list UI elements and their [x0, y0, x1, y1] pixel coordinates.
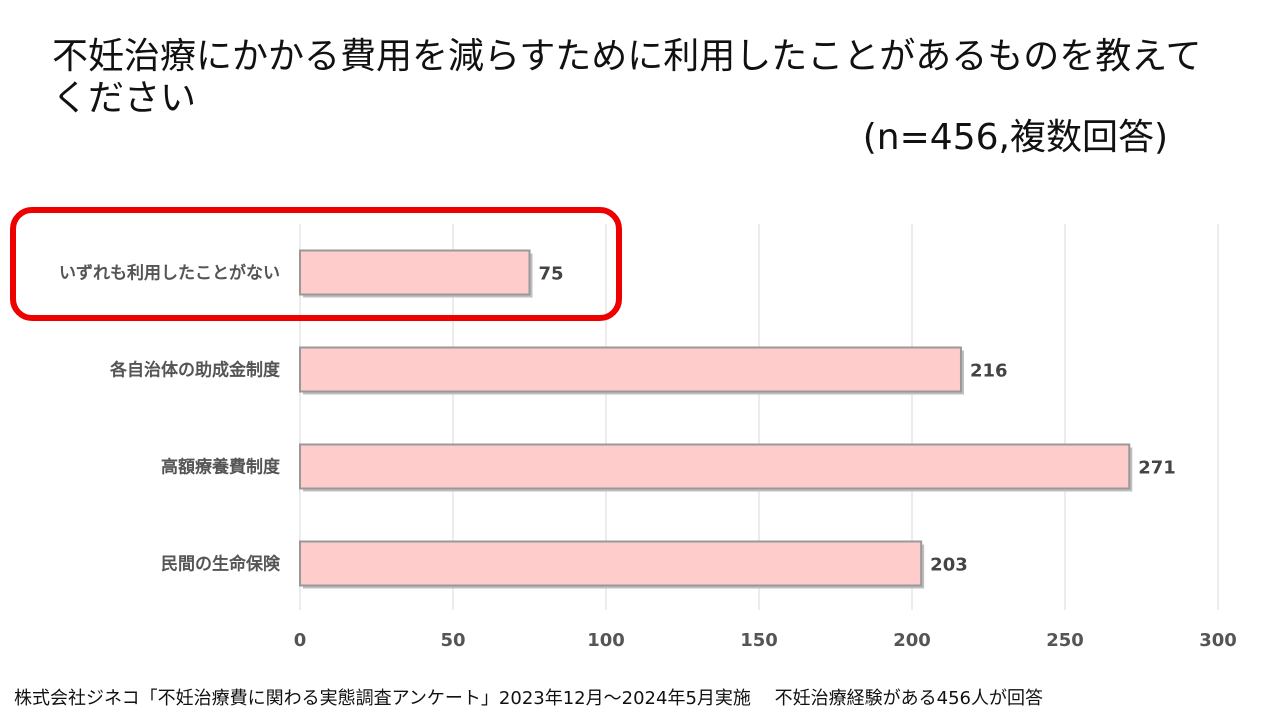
x-tick-label: 150 [740, 630, 778, 651]
bar [299, 346, 962, 393]
x-tick-label: 50 [440, 630, 465, 651]
x-tick-label: 250 [1046, 630, 1084, 651]
category-label: 高額療養費制度 [161, 457, 281, 478]
highlight-box [10, 207, 622, 321]
bar [299, 443, 1131, 490]
bars [299, 249, 1133, 589]
category-label: 各自治体の助成金制度 [109, 360, 281, 381]
x-axis-ticks: 0 50 100 150 200 250 300 [294, 630, 1237, 651]
sample-size-note: (n=456,複数回答) [862, 117, 1168, 158]
data-label: 75 [539, 264, 564, 285]
page-title: 不妊治療にかかる費用を減らすために利用したことがあるものを教えてください [52, 36, 1202, 119]
category-label: 民間の生命保険 [161, 554, 281, 575]
x-tick-label: 300 [1199, 630, 1237, 651]
data-labels: 75 216 271 203 [539, 264, 1176, 576]
x-tick-label: 0 [294, 630, 307, 651]
source-footnote: 株式会社ジネコ「不妊治療費に関わる実態調査アンケート」2023年12月～2024… [14, 688, 1043, 709]
category-label: いずれも利用したことがない [59, 263, 280, 284]
data-label: 216 [970, 361, 1008, 382]
x-tick-label: 200 [893, 630, 931, 651]
data-label: 271 [1138, 458, 1176, 479]
bar [299, 249, 531, 296]
x-tick-label: 100 [587, 630, 625, 651]
data-label: 203 [930, 555, 968, 576]
bar [299, 540, 923, 587]
